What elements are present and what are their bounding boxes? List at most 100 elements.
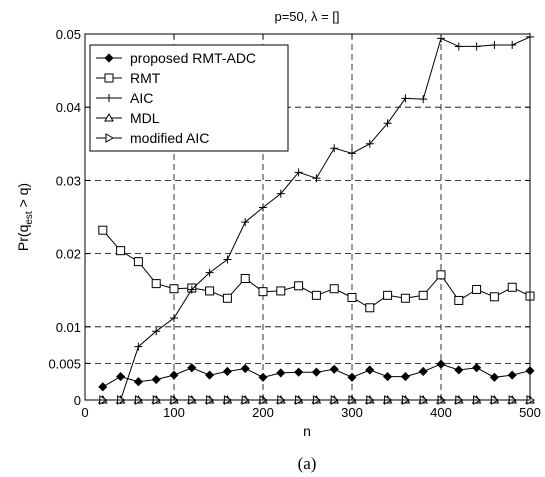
data-point <box>169 284 179 294</box>
legend-marker <box>104 73 114 83</box>
data-point <box>489 292 499 302</box>
legend-item: MDL <box>96 110 160 126</box>
chart-title: p=50, λ = [] <box>274 9 339 24</box>
data-point <box>152 327 161 336</box>
data-point <box>151 374 161 385</box>
data-point <box>490 40 499 49</box>
legend-marker <box>104 112 114 122</box>
data-point <box>329 284 339 294</box>
data-point <box>294 168 303 177</box>
data-point <box>241 218 250 227</box>
data-point <box>348 149 356 158</box>
data-point <box>259 203 267 212</box>
x-tick-label: 300 <box>341 405 363 420</box>
data-point <box>187 363 197 373</box>
data-point <box>454 295 464 305</box>
x-axis-label: n <box>303 423 311 439</box>
legend-label: AIC <box>130 90 153 106</box>
data-point <box>294 367 304 377</box>
legend-label: modified AIC <box>130 130 209 146</box>
data-point <box>365 139 374 148</box>
legend-marker <box>105 94 113 102</box>
data-point <box>258 287 268 297</box>
data-point <box>170 314 178 323</box>
figure-caption: (a) <box>298 454 317 473</box>
data-point <box>400 372 410 382</box>
x-tick-label: 500 <box>519 405 541 420</box>
data-point <box>418 290 428 300</box>
data-point <box>312 174 321 183</box>
data-point <box>330 144 339 153</box>
legend-label: proposed RMT-ADC <box>130 50 256 66</box>
data-point <box>187 285 196 294</box>
legend-label: RMT <box>130 70 161 86</box>
data-point <box>347 293 357 303</box>
data-point <box>116 246 126 256</box>
data-point <box>258 372 268 382</box>
y-tick-label: 0.04 <box>56 100 81 115</box>
legend-marker <box>105 133 115 143</box>
data-point <box>400 293 410 303</box>
data-point <box>98 225 108 235</box>
series-0 <box>98 359 535 392</box>
data-point <box>454 42 463 51</box>
data-point <box>383 290 393 300</box>
data-point <box>383 119 392 128</box>
data-point <box>240 363 250 374</box>
data-point <box>472 284 482 294</box>
data-point <box>276 368 286 378</box>
y-tick-label: 0.05 <box>56 27 81 42</box>
data-point <box>489 372 499 382</box>
data-point <box>329 364 339 374</box>
data-point <box>383 372 393 382</box>
legend-item: AIC <box>96 90 153 106</box>
data-point <box>508 40 517 49</box>
data-point <box>472 42 481 51</box>
data-point <box>472 363 482 373</box>
data-point <box>507 282 517 292</box>
legend-item: RMT <box>96 70 161 86</box>
legend-item: modified AIC <box>96 130 209 146</box>
data-point <box>222 366 232 377</box>
data-point <box>116 372 126 382</box>
data-point <box>436 359 446 369</box>
data-point <box>223 255 232 264</box>
y-tick-label: 0.02 <box>56 247 81 262</box>
legend-marker <box>104 53 114 63</box>
series-1 <box>98 225 535 313</box>
data-point <box>133 377 143 387</box>
x-tick-label: 0 <box>81 405 88 420</box>
data-point <box>419 95 428 104</box>
data-point <box>311 367 321 377</box>
data-point <box>401 94 410 103</box>
legend-label: MDL <box>130 110 160 126</box>
data-point <box>134 342 143 351</box>
data-point <box>276 286 286 296</box>
data-point <box>222 293 232 303</box>
data-point <box>365 365 375 375</box>
legend: proposed RMT-ADC RMT AIC MDL modified AIC <box>89 44 289 152</box>
data-point <box>205 286 215 296</box>
data-point <box>347 372 357 382</box>
axis-ticks: 0 100 200 300 400 500 0 0.005 0.01 0.02 0.03 0.04 0.… <box>48 27 540 420</box>
x-tick-label: 200 <box>252 405 274 420</box>
data-point <box>454 365 464 375</box>
y-tick-label: 0 <box>74 393 81 408</box>
data-point <box>418 366 428 377</box>
y-tick-label: 0.03 <box>56 173 81 188</box>
data-point <box>436 270 446 280</box>
data-point <box>205 370 215 380</box>
legend-box <box>89 44 289 152</box>
data-point <box>365 303 375 313</box>
data-point <box>205 268 214 277</box>
data-point <box>240 273 250 283</box>
x-tick-label: 100 <box>163 405 185 420</box>
data-point <box>294 281 304 291</box>
y-tick-label: 0.005 <box>48 356 81 371</box>
y-axis-label: Pr(qest > q) <box>15 183 35 251</box>
y-tick-label: 0.01 <box>56 320 81 335</box>
data-point <box>133 257 143 267</box>
legend-item: proposed RMT-ADC <box>96 50 256 66</box>
data-point <box>169 370 179 380</box>
